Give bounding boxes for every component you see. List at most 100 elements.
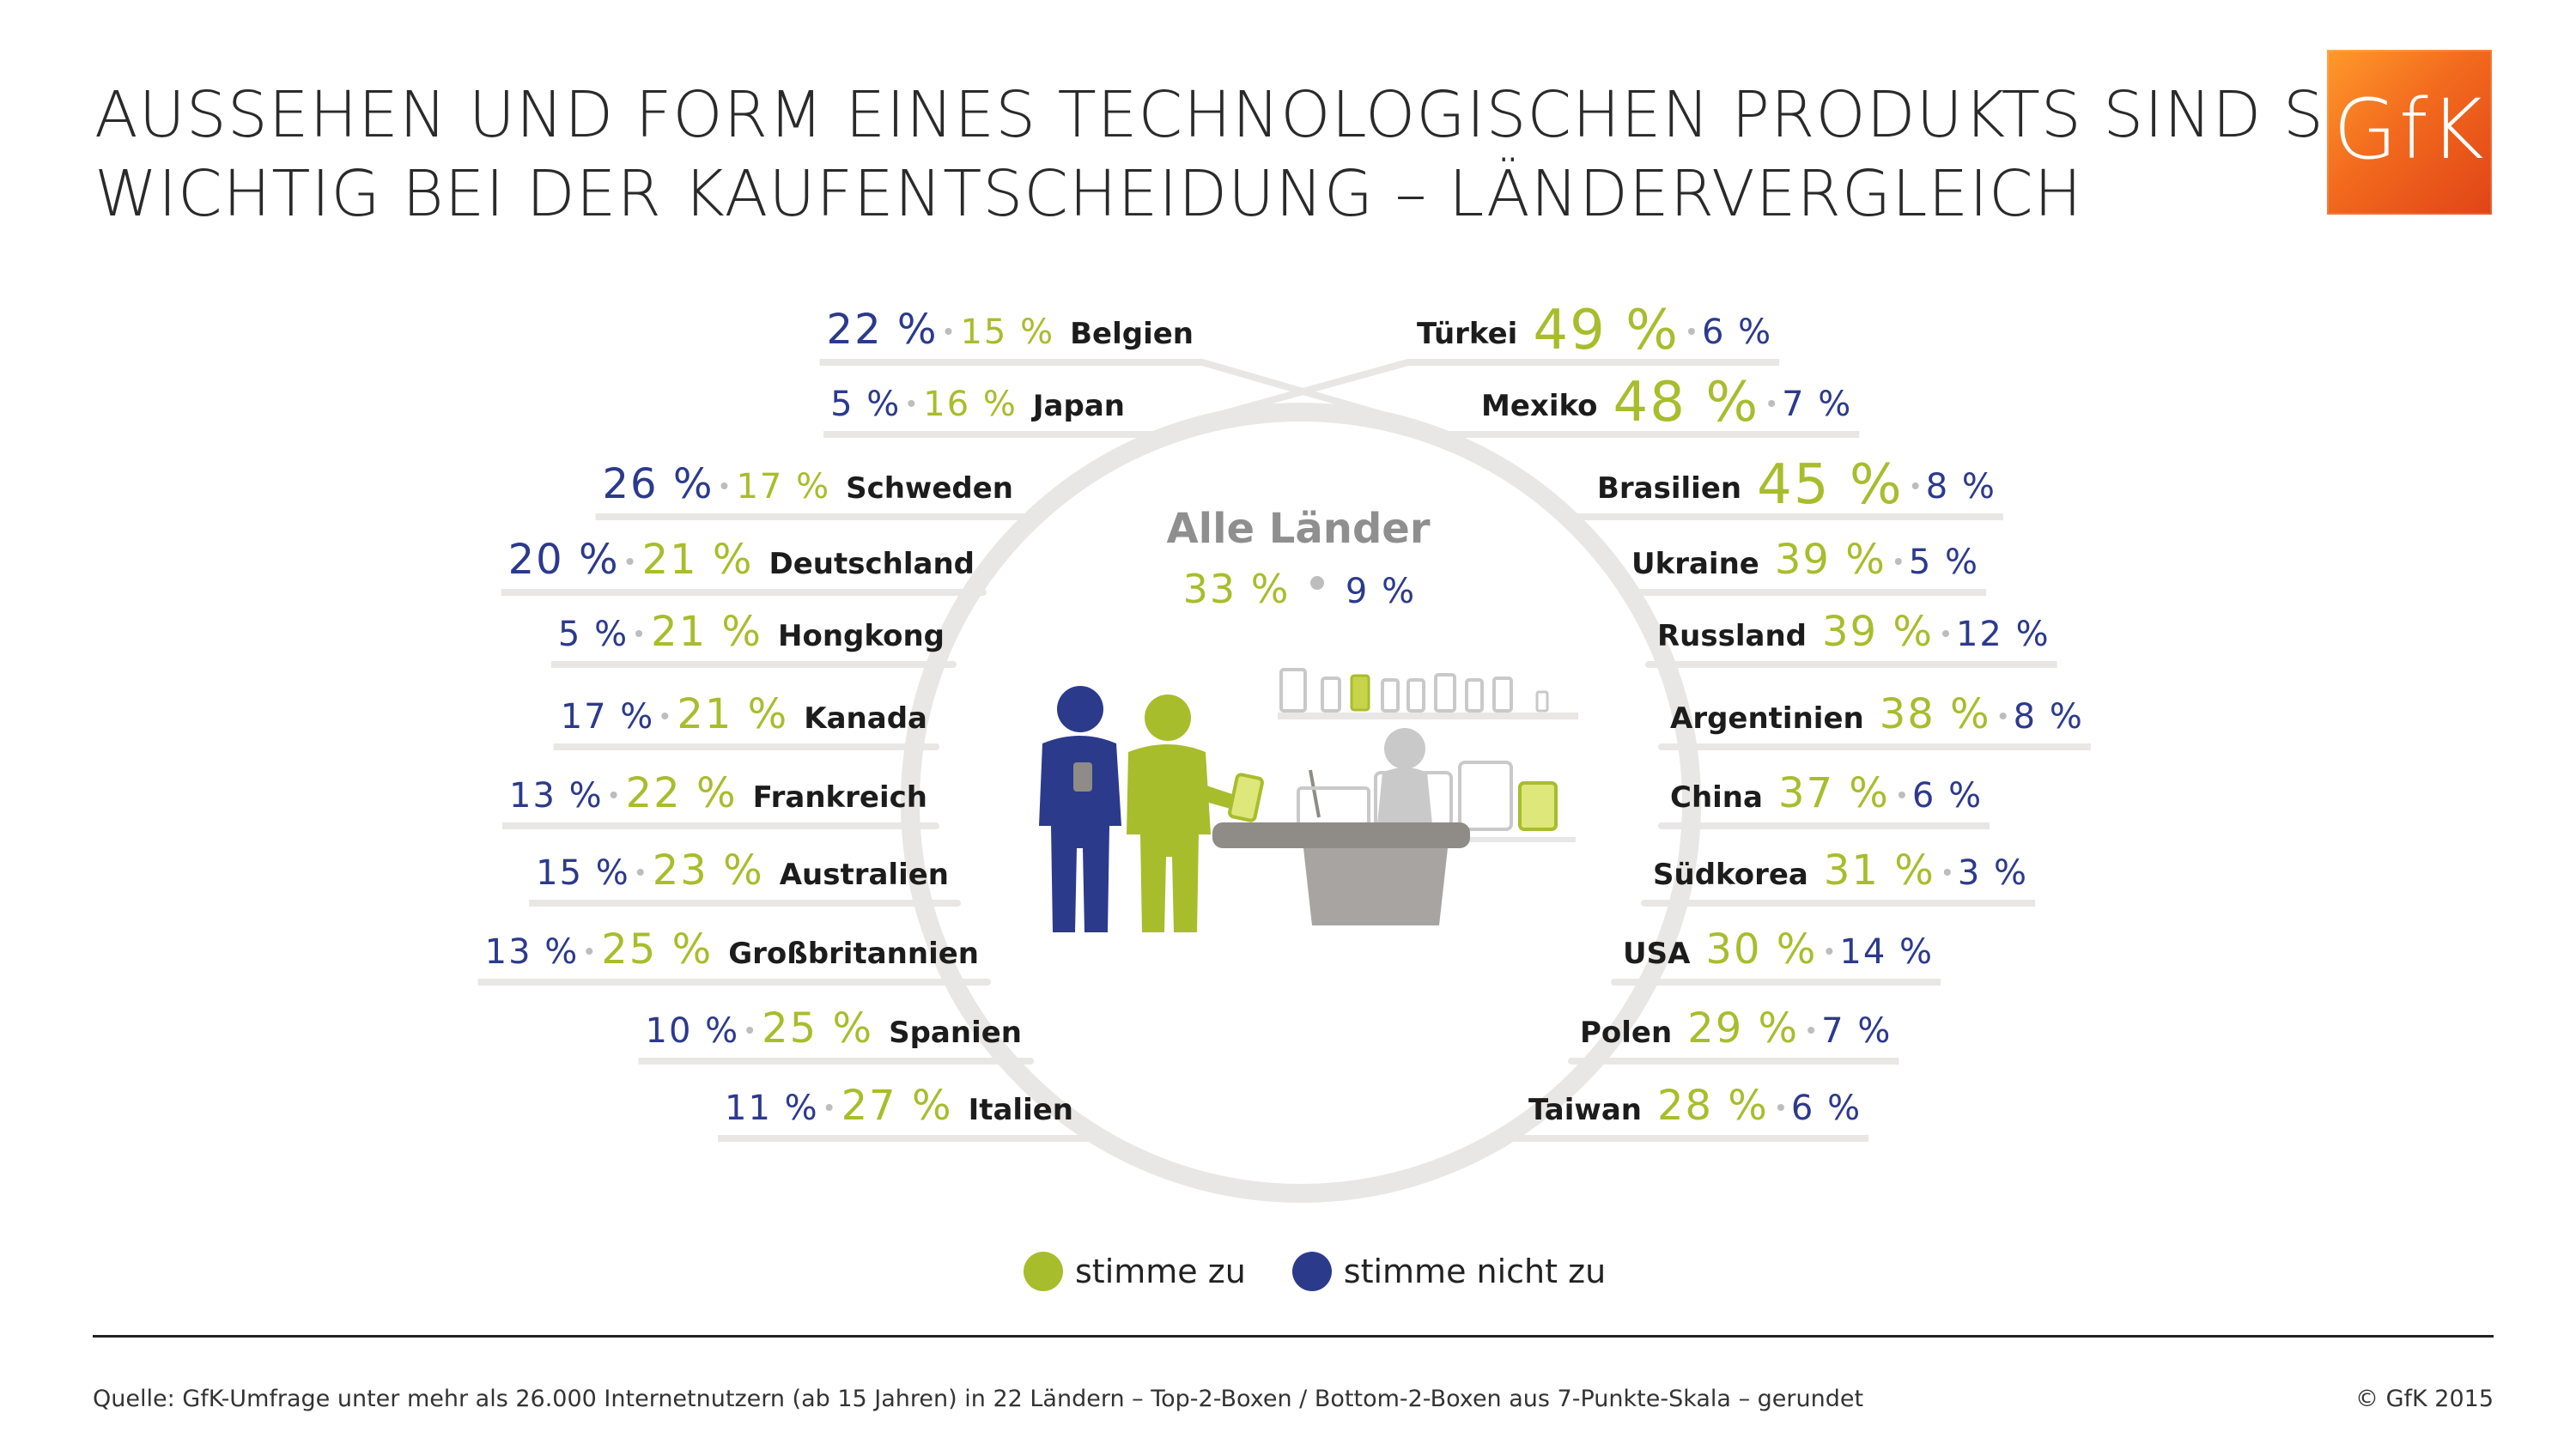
row-kanada: Kanada 21 % 17 %	[561, 690, 927, 738]
country-name: China	[1670, 780, 1763, 815]
row-usa: USA 30 % 14 %	[1623, 925, 1934, 974]
connector-line	[1196, 359, 1780, 424]
row-großbritannien: Großbritannien 25 % 13 %	[485, 925, 979, 974]
disagree-value: 7 %	[1821, 1011, 1892, 1051]
agree-value: 23 %	[653, 846, 764, 895]
agree-value: 30 %	[1705, 925, 1817, 974]
disagree-value: 3 %	[1958, 853, 2028, 893]
separator-dot	[1911, 482, 1919, 489]
legend-agree-label: stimme zu	[1075, 1253, 1246, 1290]
country-name: Hongkong	[778, 619, 945, 653]
country-name: Türkei	[1417, 317, 1517, 351]
separator-dot	[1999, 713, 2007, 719]
agree-value: 22 %	[626, 769, 738, 817]
separator-dot	[1777, 1104, 1784, 1111]
connector-line	[819, 359, 1406, 424]
legend-agree-swatch	[1024, 1252, 1063, 1291]
disagree-value: 10 %	[646, 1011, 740, 1051]
country-name: Ukraine	[1631, 547, 1759, 581]
disagree-value: 5 %	[830, 385, 901, 424]
disagree-value: 8 %	[1926, 467, 1996, 507]
row-südkorea: Südkorea 31 % 3 %	[1653, 846, 2028, 895]
row-mexiko: Mexiko 48 % 7 %	[1481, 371, 1852, 434]
country-name: Italien	[969, 1093, 1073, 1127]
agree-value: 21 %	[642, 536, 754, 584]
country-name: Deutschland	[769, 547, 975, 581]
row-spanien: Spanien 25 % 10 %	[646, 1004, 1022, 1053]
disagree-value: 14 %	[1839, 932, 1934, 972]
agree-value: 31 %	[1824, 846, 1935, 895]
page-title: AUSSEHEN UND FORM EINES TECHNOLOGISCHEN …	[94, 76, 2459, 234]
shop-illustration	[1039, 668, 1578, 932]
separator-dot	[610, 792, 617, 798]
separator-dot	[825, 1104, 833, 1111]
country-name: Argentinien	[1670, 701, 1864, 736]
agree-value: 49 %	[1533, 299, 1680, 362]
row-schweden: Schweden 17 % 26 %	[603, 460, 1014, 508]
separator-dot	[720, 482, 728, 489]
disagree-value: 5 %	[558, 615, 629, 654]
country-name: Russland	[1657, 619, 1807, 653]
country-name: Japan	[1031, 389, 1125, 423]
row-brasilien: Brasilien 45 % 8 %	[1597, 453, 1996, 517]
agree-value: 16 %	[923, 385, 1018, 424]
agree-value: 15 %	[960, 312, 1054, 352]
agree-value: 45 %	[1757, 453, 1904, 517]
title-line-2: WICHTIG BEI DER KAUFENTSCHEIDUNG – LÄNDE…	[94, 157, 2083, 231]
footer-divider	[93, 1335, 2494, 1338]
disagree-value: 20 %	[508, 536, 620, 584]
center-ring	[901, 403, 1701, 1203]
separator-dot	[1807, 1027, 1815, 1034]
country-name: USA	[1623, 937, 1691, 971]
row-australien: Australien 23 % 15 %	[536, 846, 949, 895]
row-japan: Japan 16 % 5 %	[830, 385, 1125, 424]
country-name: Spanien	[889, 1016, 1022, 1050]
legend-disagree-label: stimme nicht zu	[1343, 1253, 1607, 1290]
country-name: Großbritannien	[728, 937, 979, 971]
disagree-value: 15 %	[536, 853, 630, 893]
row-deutschland: Deutschland 21 % 20 %	[508, 536, 975, 584]
disagree-value: 17 %	[561, 697, 655, 737]
row-belgien: Belgien 15 % 22 %	[827, 306, 1194, 354]
agree-value: 21 %	[677, 690, 788, 738]
legend-disagree-swatch	[1291, 1252, 1332, 1291]
disagree-value: 6 %	[1912, 776, 1983, 816]
row-türkei: Türkei 49 % 6 %	[1417, 299, 1772, 362]
separator-dot	[1898, 792, 1905, 798]
disagree-value: 13 %	[485, 932, 580, 972]
country-name: Polen	[1580, 1016, 1672, 1050]
agree-value: 25 %	[601, 925, 713, 974]
gfk-logo: GfK	[2327, 50, 2492, 215]
disagree-value: 11 %	[725, 1089, 819, 1128]
disagree-value: 5 %	[1909, 543, 1979, 582]
overall-label: Alle Länder	[1166, 505, 1430, 553]
country-name: Belgien	[1070, 317, 1194, 351]
agree-value: 29 %	[1687, 1004, 1799, 1053]
agree-value: 38 %	[1880, 690, 1991, 738]
country-name: Schweden	[846, 471, 1013, 506]
source-note: Quelle: GfK-Umfrage unter mehr als 26.00…	[93, 1386, 1864, 1412]
row-argentinien: Argentinien 38 % 8 %	[1670, 690, 2082, 738]
disagree-value: 12 %	[1956, 615, 2050, 654]
row-hongkong: Hongkong 21 % 5 %	[558, 608, 945, 656]
agree-value: 39 %	[1775, 536, 1886, 584]
country-name: Kanada	[804, 701, 927, 736]
disagree-value: 7 %	[1782, 385, 1852, 424]
row-polen: Polen 29 % 7 %	[1580, 1004, 1892, 1053]
legend: stimme zu stimme nicht zu	[1024, 1252, 1631, 1291]
title-line-1: AUSSEHEN UND FORM EINES TECHNOLOGISCHEN …	[94, 78, 2459, 152]
country-name: Australien	[780, 858, 949, 892]
copyright: © GfK 2015	[2354, 1386, 2494, 1412]
agree-value: 28 %	[1657, 1082, 1769, 1130]
separator-dot	[1687, 328, 1695, 335]
separator-dot	[1941, 630, 1949, 637]
agree-value: 39 %	[1822, 608, 1934, 656]
connector-lines	[477, 359, 2091, 1142]
country-name: Brasilien	[1597, 471, 1741, 506]
disagree-value: 6 %	[1702, 312, 1772, 352]
country-name: Mexiko	[1481, 389, 1598, 423]
row-russland: Russland 39 % 12 %	[1657, 608, 2050, 656]
disagree-value: 22 %	[827, 306, 939, 354]
separator-dot	[1826, 948, 1833, 955]
